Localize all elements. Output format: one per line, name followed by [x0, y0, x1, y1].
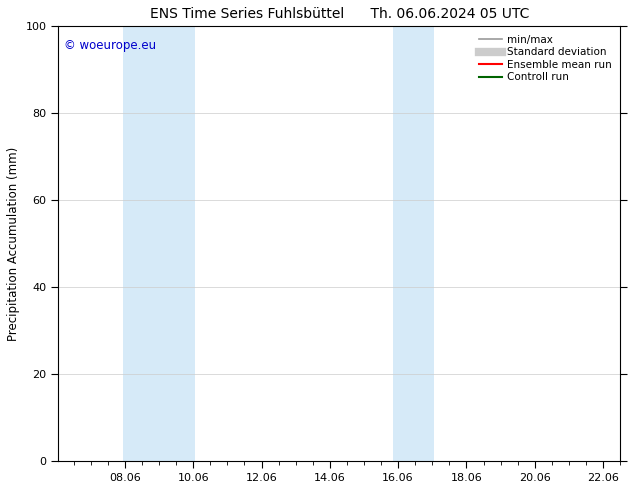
Bar [123, 26, 195, 461]
Text: © woeurope.eu: © woeurope.eu [64, 39, 156, 52]
Title: ENS Time Series Fuhlsbüttel      Th. 06.06.2024 05 UTC: ENS Time Series Fuhlsbüttel Th. 06.06.20… [150, 7, 529, 21]
Bar [393, 26, 434, 461]
Y-axis label: Precipitation Accumulation (mm): Precipitation Accumulation (mm) [7, 147, 20, 341]
Legend: min/max, Standard deviation, Ensemble mean run, Controll run: min/max, Standard deviation, Ensemble me… [476, 31, 615, 86]
